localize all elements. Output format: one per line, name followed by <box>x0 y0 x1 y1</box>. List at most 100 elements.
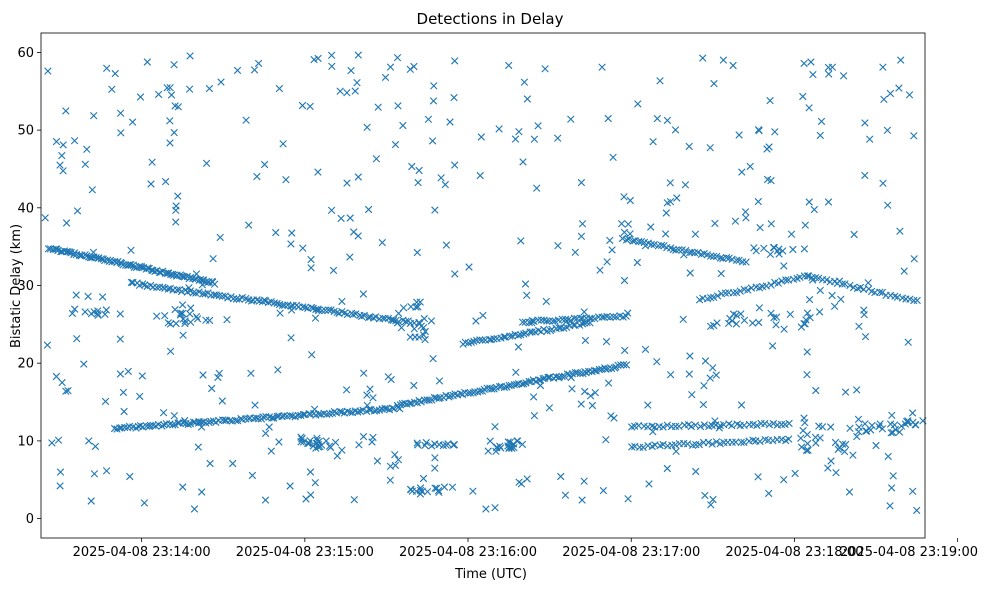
detection-point <box>886 502 894 510</box>
detection-point <box>512 368 520 376</box>
detection-point <box>541 65 549 73</box>
detection-point <box>111 69 119 78</box>
detection-point <box>800 59 808 68</box>
detection-point <box>880 95 888 103</box>
detection-point <box>886 89 895 98</box>
detection-point <box>846 424 854 432</box>
detection-point <box>712 371 720 379</box>
detection-point <box>477 133 485 141</box>
detection-point <box>671 126 680 134</box>
y-tick-label: 20 <box>17 357 34 372</box>
detection-point <box>711 219 719 228</box>
detection-point <box>261 496 270 504</box>
detection-point <box>618 234 627 243</box>
detection-point <box>728 421 736 430</box>
detection-point <box>602 337 611 346</box>
detection-point <box>707 501 715 509</box>
detection-point <box>336 87 344 95</box>
detection-point <box>620 361 628 369</box>
detection-point <box>706 252 715 260</box>
detection-point <box>435 377 444 385</box>
detection-point <box>136 93 145 101</box>
y-tick-label: 50 <box>17 124 34 139</box>
detection-point <box>391 451 399 459</box>
detection-point <box>288 229 296 237</box>
detection-point <box>350 228 358 236</box>
detection-point <box>364 205 373 214</box>
detection-point <box>785 419 793 428</box>
detection-point <box>639 443 647 452</box>
detection-point <box>807 58 815 66</box>
detection-point <box>694 248 702 257</box>
detection-point <box>58 378 66 387</box>
detection-point <box>363 123 371 131</box>
detection-point <box>753 421 761 430</box>
detection-point <box>70 137 79 145</box>
detection-point <box>326 443 335 452</box>
detection-point <box>351 87 359 95</box>
detection-point <box>428 137 437 145</box>
detection-point <box>742 214 750 222</box>
detection-point <box>116 310 124 318</box>
detection-point <box>136 392 144 401</box>
detection-point <box>379 314 387 322</box>
detection-point <box>803 439 812 448</box>
detection-point <box>216 233 224 242</box>
detection-point <box>724 319 733 327</box>
detection-point <box>275 84 284 93</box>
detection-point <box>500 333 508 341</box>
detection-point <box>372 406 381 415</box>
detection-point <box>815 422 823 430</box>
detection-point <box>414 303 422 311</box>
detection-point <box>504 438 512 446</box>
detection-point <box>787 230 796 238</box>
detection-point <box>127 246 135 254</box>
detection-point <box>841 440 850 449</box>
detection-point <box>439 441 448 450</box>
detection-point <box>140 499 149 507</box>
detection-point <box>248 471 257 480</box>
detection-point <box>533 184 541 192</box>
detection-point <box>328 62 336 70</box>
detection-point <box>861 333 870 341</box>
detection-point <box>590 366 599 375</box>
detection-point <box>44 67 52 75</box>
detection-point <box>699 400 708 409</box>
detection-point <box>741 208 750 216</box>
detection-point <box>337 214 345 223</box>
detection-point <box>856 283 865 292</box>
detection-point <box>675 246 683 254</box>
detection-point <box>469 487 477 495</box>
detection-point <box>838 280 846 288</box>
detection-point <box>817 117 826 126</box>
detection-point <box>410 398 419 406</box>
detection-point <box>699 54 707 62</box>
detection-point <box>274 366 282 374</box>
detection-point <box>710 321 718 330</box>
detection-point <box>94 307 102 315</box>
detection-point <box>805 104 813 112</box>
detection-point <box>116 335 124 343</box>
detection-point <box>311 479 319 487</box>
detection-point <box>254 415 262 423</box>
detection-point <box>298 101 307 110</box>
detection-point <box>534 122 542 130</box>
detection-point <box>580 308 588 316</box>
detection-point <box>731 217 740 225</box>
detection-point <box>163 84 171 92</box>
detection-point <box>179 331 187 339</box>
detection-point <box>287 334 295 342</box>
detection-point <box>136 422 145 430</box>
detection-point <box>700 382 708 390</box>
detection-point <box>806 313 814 322</box>
detection-point <box>87 497 95 505</box>
detection-point <box>360 369 368 377</box>
detection-point <box>314 168 322 176</box>
detection-point <box>552 373 560 381</box>
detection-point <box>242 116 250 124</box>
detection-point <box>476 171 484 180</box>
detection-point <box>355 441 363 449</box>
detection-point <box>495 125 503 133</box>
detection-point <box>620 193 628 201</box>
